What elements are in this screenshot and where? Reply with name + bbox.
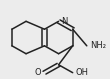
Text: NH₂: NH₂ — [90, 41, 106, 50]
Text: N: N — [61, 17, 67, 26]
Text: OH: OH — [76, 68, 89, 77]
Text: O: O — [35, 68, 41, 77]
